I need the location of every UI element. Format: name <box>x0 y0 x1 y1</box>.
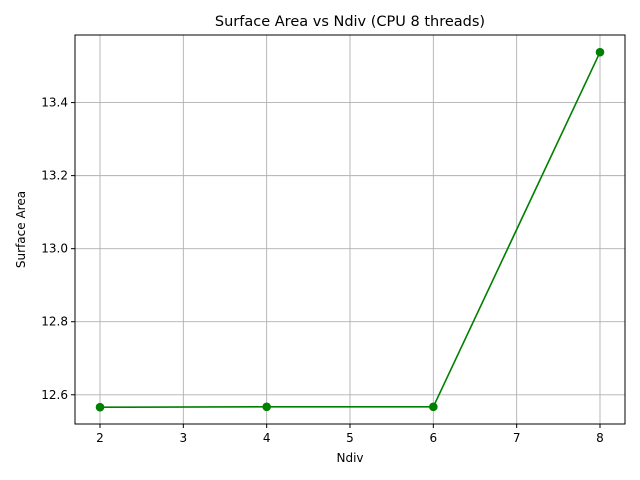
data-point <box>262 402 271 412</box>
chart-title: Surface Area vs Ndiv (CPU 8 threads) <box>215 14 485 30</box>
series-layer <box>95 47 605 412</box>
y-tick-label: 12.6 <box>41 388 68 402</box>
series-line <box>99 51 601 409</box>
x-tick-label: 2 <box>96 431 104 445</box>
x-tick-label: 3 <box>180 431 188 445</box>
grid <box>75 35 625 424</box>
x-tick-label: 8 <box>596 431 604 445</box>
y-tick-label: 13.0 <box>41 242 68 256</box>
ticks: 2 3 4 5 6 7 8 12.6 12.8 13.0 13.2 13.4 <box>41 96 604 445</box>
y-tick-label: 12.8 <box>41 315 68 329</box>
x-axis-label: Ndiv <box>336 451 363 465</box>
x-tick-label: 4 <box>263 431 271 445</box>
x-tick-label: 6 <box>430 431 438 445</box>
data-point <box>595 47 605 57</box>
x-tick-label: 5 <box>346 431 354 445</box>
y-tick-label: 13.2 <box>41 169 68 183</box>
y-tick-label: 13.4 <box>41 96 68 110</box>
data-point <box>95 402 105 412</box>
x-tick-label: 7 <box>513 431 521 445</box>
data-point <box>429 402 438 412</box>
y-axis-label: Surface Area <box>14 191 28 268</box>
